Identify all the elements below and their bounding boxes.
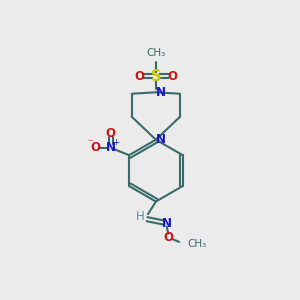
Text: H: H <box>136 210 145 223</box>
Text: O: O <box>163 231 173 244</box>
Text: N: N <box>156 86 166 99</box>
Text: +: + <box>112 138 119 147</box>
Text: O: O <box>106 127 116 140</box>
Text: CH₃: CH₃ <box>187 239 206 249</box>
Text: N: N <box>106 141 116 154</box>
Text: O: O <box>167 70 177 83</box>
Text: N: N <box>156 133 166 146</box>
Text: O: O <box>91 141 100 154</box>
Text: ⁻: ⁻ <box>88 138 93 148</box>
Text: S: S <box>151 69 161 84</box>
Text: N: N <box>162 217 172 230</box>
Text: CH₃: CH₃ <box>146 48 166 59</box>
Text: O: O <box>135 70 145 83</box>
